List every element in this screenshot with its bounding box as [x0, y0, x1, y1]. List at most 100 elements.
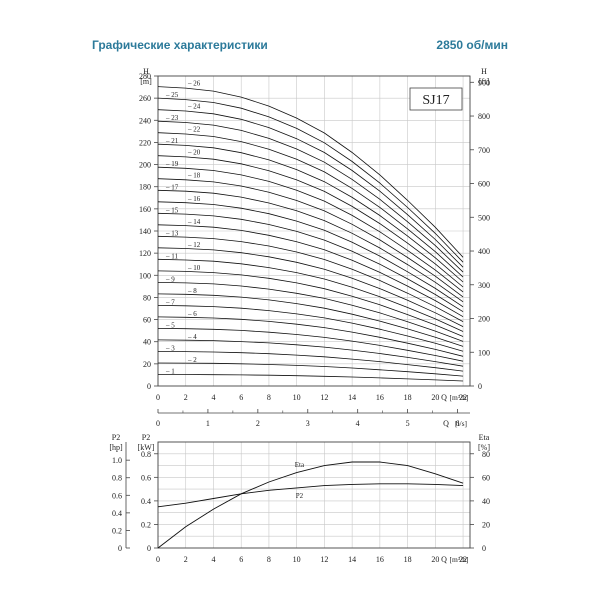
eta-axis-label: Eta [479, 433, 490, 442]
stage-curve-20 [157, 155, 464, 288]
kw-tick-label: 0.4 [141, 497, 151, 506]
x-tick-label: 8 [267, 393, 271, 402]
x-tick-label: 16 [376, 393, 384, 402]
stage-curve-22 [157, 132, 464, 278]
kw-tick-label: 0.6 [141, 473, 151, 482]
x-tick-label: 4 [211, 393, 215, 402]
y-axis-unit-left: [m] [140, 77, 152, 86]
stage-label-13: – 13 [165, 229, 179, 237]
stage-label-16: – 16 [187, 195, 201, 203]
stage-curve-9 [157, 282, 464, 342]
stage-label-15: – 15 [165, 206, 179, 214]
y-tick-label: 0 [147, 382, 151, 391]
model-label: SJ17 [422, 93, 449, 108]
x-tick-label: 14 [348, 555, 356, 564]
hp-tick-label: 0.2 [112, 526, 122, 535]
stage-label-18: – 18 [187, 172, 201, 180]
series-label-eta: Eta [295, 461, 305, 469]
stage-curve-17 [157, 189, 464, 303]
stage-label-12: – 12 [187, 241, 201, 249]
hp-tick-label: 1.0 [112, 456, 122, 465]
hp-tick-label: 0.6 [112, 491, 122, 500]
x-tick-label: 10 [293, 393, 301, 402]
x-tick-label: 14 [348, 393, 356, 402]
x-tick-label: 12 [320, 393, 328, 402]
hp-axis-unit: [hp] [109, 443, 123, 452]
stage-label-9: – 9 [165, 275, 175, 283]
eta-tick-label: 0 [482, 544, 486, 553]
series-line-p2 [157, 483, 464, 508]
y-tick-label: 100 [139, 271, 151, 280]
y-right-tick-label: 400 [478, 247, 490, 256]
x2-tick-label: 2 [256, 419, 260, 428]
kw-tick-label: 0.8 [141, 450, 151, 459]
x-axis-label: Q [441, 393, 447, 402]
x-tick-label: 8 [267, 555, 271, 564]
stage-label-20: – 20 [187, 149, 201, 157]
x-tick-label: 6 [239, 555, 243, 564]
y-tick-label: 260 [139, 94, 151, 103]
x-tick-label: 20 [431, 393, 439, 402]
y-right-tick-label: 800 [478, 112, 490, 121]
hp-tick-label: 0 [118, 544, 122, 553]
y-tick-label: 180 [139, 183, 151, 192]
stage-label-23: – 23 [165, 114, 179, 122]
eta-tick-label: 20 [482, 520, 490, 529]
y-right-tick-label: 900 [478, 78, 490, 87]
stage-label-7: – 7 [165, 298, 175, 306]
x-tick-label: 12 [320, 555, 328, 564]
x2-tick-label: 3 [306, 419, 310, 428]
stage-curve-16 [157, 201, 464, 308]
stage-curve-8 [157, 293, 464, 347]
y-tick-label: 40 [143, 338, 151, 347]
stage-curve-19 [157, 166, 464, 293]
stage-label-11: – 11 [165, 252, 178, 260]
x-tick-label: 2 [184, 393, 188, 402]
y-axis-unit-right: [ft] [479, 77, 490, 86]
stage-label-8: – 8 [187, 287, 197, 295]
stage-curve-25 [157, 97, 464, 263]
y-right-tick-label: 200 [478, 315, 490, 324]
y-right-tick-label: 600 [478, 180, 490, 189]
stage-label-26: – 26 [187, 80, 201, 88]
stage-curve-2 [157, 362, 464, 377]
x2-tick-label: 6 [456, 419, 460, 428]
stage-curve-24 [157, 109, 464, 268]
x-axis-unit: [m³/h] [450, 555, 469, 564]
stage-label-1: – 1 [165, 367, 175, 375]
hp-axis-label: P2 [112, 433, 120, 442]
stage-label-5: – 5 [165, 321, 175, 329]
x-tick-label: 4 [211, 555, 215, 564]
stage-curve-7 [157, 305, 464, 352]
stage-curve-11 [157, 258, 464, 332]
x-axis-label: Q [441, 555, 447, 564]
y-right-tick-label: 0 [478, 382, 482, 391]
stage-label-4: – 4 [187, 333, 197, 341]
stage-curve-26 [157, 86, 464, 258]
stage-curve-18 [157, 178, 464, 298]
x-tick-label: 18 [404, 393, 412, 402]
x-tick-label: 22 [459, 393, 467, 402]
kw-axis-label: P2 [142, 433, 150, 442]
y-axis-label-right: H [481, 67, 487, 76]
x-tick-label: 16 [376, 555, 384, 564]
kw-tick-label: 0 [147, 544, 151, 553]
page-title: Графические характеристики [92, 38, 268, 52]
stage-label-17: – 17 [165, 183, 179, 191]
y-tick-label: 140 [139, 227, 151, 236]
y-tick-label: 200 [139, 161, 151, 170]
stage-curve-5 [157, 328, 464, 362]
eta-tick-label: 80 [482, 450, 490, 459]
x-tick-label: 2 [184, 555, 188, 564]
stage-curve-4 [157, 339, 464, 367]
stage-label-24: – 24 [187, 103, 201, 111]
series-line-eta [157, 461, 464, 549]
x2-tick-label: 1 [206, 419, 210, 428]
hp-tick-label: 0.4 [112, 509, 122, 518]
stage-label-3: – 3 [165, 344, 175, 352]
y-tick-label: 60 [143, 316, 151, 325]
y-right-tick-label: 100 [478, 348, 490, 357]
stage-label-19: – 19 [165, 160, 179, 168]
x-tick-label: 18 [404, 555, 412, 564]
